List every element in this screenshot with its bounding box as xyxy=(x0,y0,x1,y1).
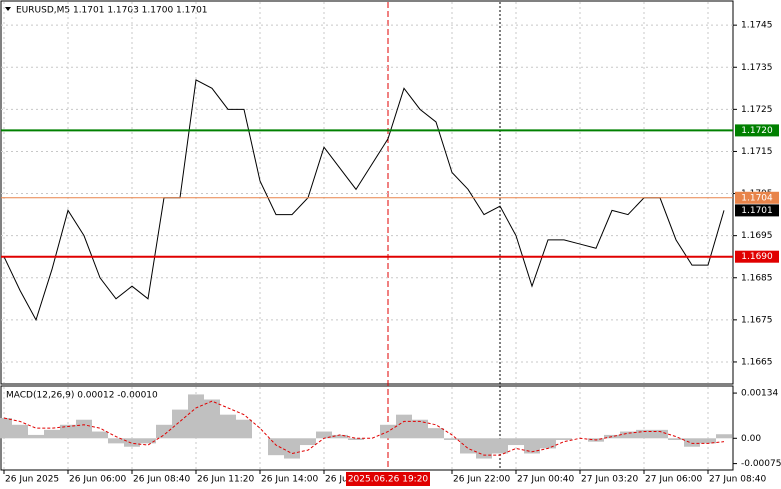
macd-bar xyxy=(604,434,620,439)
level-tag xyxy=(735,124,779,137)
macd-bar xyxy=(684,438,700,447)
price-line xyxy=(3,79,725,322)
y-tick-label: 1.1715 xyxy=(741,147,773,157)
macd-bar xyxy=(508,438,524,446)
macd-bar xyxy=(332,434,348,439)
macd-bar xyxy=(668,438,684,440)
y-tick-label: 1.1735 xyxy=(741,63,773,73)
title-arrow xyxy=(5,7,11,11)
macd-bar xyxy=(396,414,412,439)
macd-bar xyxy=(12,424,28,439)
macd-bar xyxy=(204,399,220,439)
crosshair-label-bg xyxy=(346,472,430,486)
last-price-tag xyxy=(735,204,779,217)
x-tick-label: 26 Jun 2025 xyxy=(5,475,59,485)
signal-line xyxy=(3,400,725,456)
macd-bar xyxy=(284,438,300,459)
macd-bar xyxy=(620,431,636,439)
macd-bar xyxy=(92,431,108,439)
y-tick-label: 1.1675 xyxy=(741,315,773,325)
macd-bar xyxy=(428,428,444,439)
y-tick-label: 0.00134 xyxy=(741,389,778,399)
x-tick-label: 26 Jun xyxy=(325,475,353,485)
macd-bar xyxy=(140,438,156,444)
x-tick-label: 27 Jun 06:00 xyxy=(645,475,702,485)
macd-bar xyxy=(124,438,140,447)
macd-bar xyxy=(492,438,508,454)
macd-bar xyxy=(460,438,476,454)
x-tick-label: 26 Jun 06:00 xyxy=(69,475,126,485)
chart-title: EURUSD,M5 1.1701 1.1703 1.1700 1.1701 xyxy=(16,6,208,16)
macd-bar xyxy=(348,438,364,440)
y-tick-label: 0.00 xyxy=(741,434,761,444)
macd-bar xyxy=(700,438,716,444)
macd-bar xyxy=(412,419,428,439)
macd-bar xyxy=(156,424,172,439)
macd-bar xyxy=(220,414,236,439)
macd-bar xyxy=(0,418,12,439)
y-tick-label: 1.1745 xyxy=(741,21,773,31)
macd-bar xyxy=(524,438,540,454)
x-tick-label: 26 Jun 11:20 xyxy=(197,475,254,485)
x-tick-label: 26 Jun 22:00 xyxy=(453,475,510,485)
macd-bar xyxy=(44,429,60,439)
macd-bar xyxy=(444,438,460,440)
macd-bar xyxy=(108,438,124,444)
level-tag xyxy=(735,191,779,204)
x-tick-label: 26 Jun 08:40 xyxy=(133,475,190,485)
y-tick-label: 1.1725 xyxy=(741,105,773,115)
y-tick-label: 1.1685 xyxy=(741,273,773,283)
macd-bar xyxy=(268,438,284,456)
macd-bar xyxy=(316,431,332,439)
last-price-label: 1.1701 xyxy=(741,206,773,216)
macd-bar xyxy=(172,409,188,439)
level-label: 1.1704 xyxy=(741,193,773,203)
macd-bar xyxy=(236,419,252,439)
macd-bar xyxy=(188,394,204,439)
x-tick-label: 27 Jun 08:40 xyxy=(709,475,766,485)
macd-bar xyxy=(60,424,76,439)
macd-bar xyxy=(556,438,572,440)
macd-title: MACD(12,26,9) 0.00012 -0.00010 xyxy=(6,391,158,401)
x-tick-label: 26 Jun 14:00 xyxy=(261,475,318,485)
level-label: 1.1690 xyxy=(741,252,773,262)
y-tick-label: 1.1695 xyxy=(741,231,773,241)
x-tick-label: 27 Jun 00:40 xyxy=(517,475,574,485)
macd-bar xyxy=(716,434,732,439)
level-tag xyxy=(735,250,779,263)
macd-bar xyxy=(636,429,652,439)
x-tick-label: 27 Jun 03:20 xyxy=(581,475,638,485)
level-label: 1.1720 xyxy=(741,126,773,136)
macd-bar xyxy=(540,438,556,449)
macd-bar xyxy=(76,419,92,439)
macd-bar xyxy=(300,438,316,446)
price-frame xyxy=(0,0,734,385)
y-tick-label: -0.00075 xyxy=(741,459,781,469)
macd-bar xyxy=(652,429,668,439)
macd-bar xyxy=(28,434,44,439)
y-tick-label: 1.1665 xyxy=(741,357,773,367)
x-tick-label: 2025.06.26 19:20 xyxy=(348,475,429,485)
